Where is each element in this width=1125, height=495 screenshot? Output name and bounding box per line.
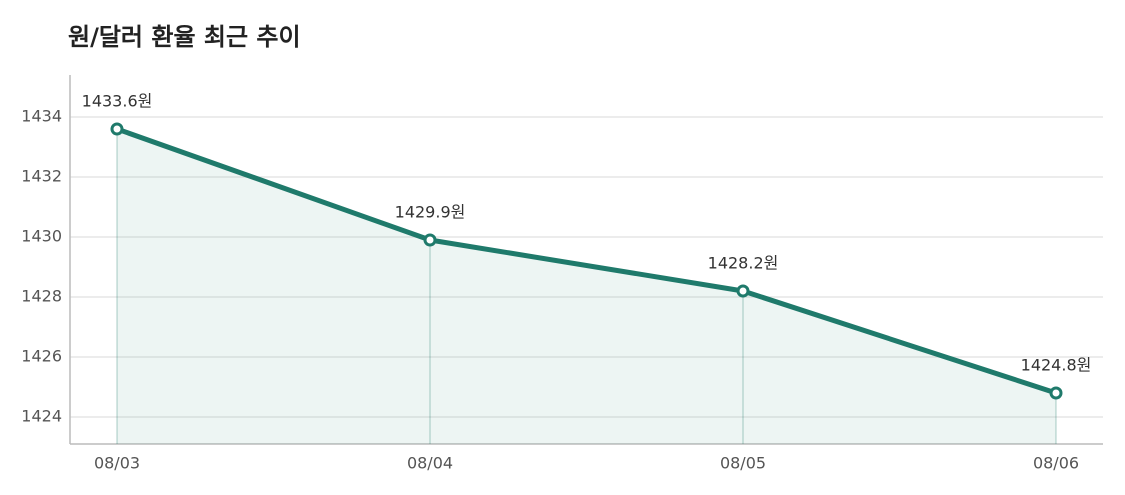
y-tick-label: 1434 [21,107,62,126]
chart-title: 원/달러 환율 최근 추이 [68,23,301,51]
x-tick-label: 08/04 [407,454,453,473]
y-tick-label: 1430 [21,227,62,246]
x-tick-label: 08/05 [720,454,766,473]
data-label: 1429.9원 [395,203,466,222]
data-label: 1428.2원 [708,254,779,273]
y-tick-label: 1428 [21,287,62,306]
y-tick-label: 1424 [21,407,62,426]
y-tick-label: 1426 [21,347,62,366]
line [116,126,1057,396]
area [117,129,1056,444]
data-label: 1433.6원 [82,92,153,111]
y-tick-label: 1432 [21,167,62,186]
point [110,122,124,136]
data-label: 1424.8원 [1021,356,1092,375]
point [1049,386,1063,400]
x-tick-label: 08/03 [94,454,140,473]
point [423,233,437,247]
x-tick-label: 08/06 [1033,454,1079,473]
point [736,284,750,298]
